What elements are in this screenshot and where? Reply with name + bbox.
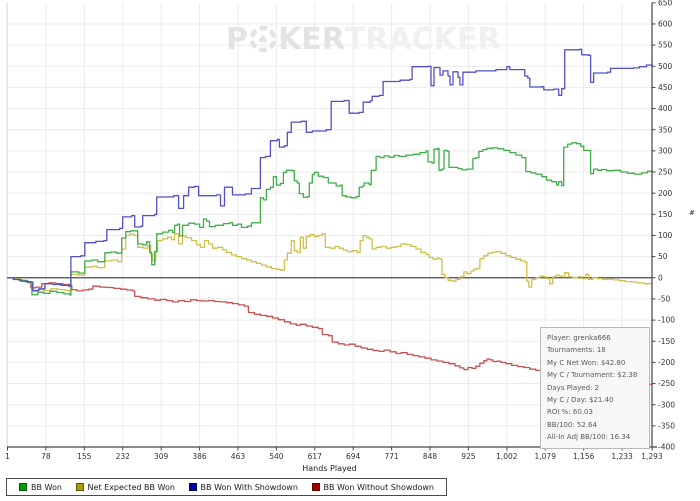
svg-text:463: 463 (231, 452, 246, 461)
svg-text:1,233: 1,233 (611, 452, 633, 461)
svg-text:1: 1 (5, 452, 10, 461)
svg-text:150: 150 (658, 210, 673, 219)
stat-tournaments: Tournaments: 18 (547, 346, 606, 355)
legend-item-bb-won-without-showdown: BB Won Without Showdown (311, 482, 434, 492)
stat-days-played: Days Played: 2 (547, 383, 600, 392)
legend-item-bb-won-with-showdown: BB Won With Showdown (188, 482, 298, 492)
svg-text:925: 925 (461, 452, 476, 461)
legend-label: BB Won With Showdown (200, 482, 298, 492)
svg-text:100: 100 (658, 231, 673, 240)
svg-text:771: 771 (384, 452, 399, 461)
svg-text:200: 200 (658, 189, 673, 198)
chart-legend: BB Won Net Expected BB Won BB Won With S… (6, 478, 447, 496)
svg-text:1,079: 1,079 (535, 452, 557, 461)
svg-text:78: 78 (41, 452, 51, 461)
svg-text:-250: -250 (658, 379, 675, 388)
stat-roi: ROI %: 60.03 (547, 408, 593, 417)
legend-swatch-olive (75, 483, 84, 491)
svg-text:-50: -50 (658, 295, 670, 304)
svg-text:309: 309 (154, 452, 169, 461)
stat-net-won: My C Net Won: $42.80 (547, 358, 626, 367)
svg-text:1,002: 1,002 (496, 452, 518, 461)
legend-label: BB Won Without Showdown (323, 482, 434, 492)
svg-text:-400: -400 (658, 443, 675, 452)
svg-text:848: 848 (423, 452, 438, 461)
legend-item-net-expected-bb-won: Net Expected BB Won (75, 482, 175, 492)
svg-text:250: 250 (658, 168, 673, 177)
svg-text:50: 50 (658, 252, 668, 261)
svg-text:-150: -150 (658, 337, 675, 346)
legend-item-bb-won: BB Won (19, 483, 62, 492)
svg-text:155: 155 (77, 452, 92, 461)
svg-text:-350: -350 (658, 421, 675, 430)
svg-text:1,293: 1,293 (641, 452, 663, 461)
svg-text:300: 300 (658, 146, 673, 155)
svg-text:1,156: 1,156 (573, 452, 595, 461)
legend-label: Net Expected BB Won (87, 482, 175, 492)
svg-text:540: 540 (269, 452, 284, 461)
stat-allin-adj-bb100: All-In Adj BB/100: 16.34 (547, 433, 631, 442)
svg-text:617: 617 (308, 452, 323, 461)
svg-text:-200: -200 (658, 358, 675, 367)
player-stats-info-box: Player: grenka666 Tournaments: 18 My C N… (540, 327, 650, 449)
svg-text:232: 232 (116, 452, 131, 461)
legend-swatch-green (19, 483, 27, 491)
svg-text:400: 400 (658, 104, 673, 113)
svg-text:450: 450 (658, 83, 673, 92)
svg-text:#: # (689, 209, 695, 217)
svg-text:Hands Played: Hands Played (302, 464, 356, 473)
svg-text:-300: -300 (658, 400, 675, 409)
svg-text:694: 694 (346, 452, 361, 461)
stat-per-day: My C / Day: $21.40 (547, 396, 614, 405)
legend-swatch-red (311, 483, 320, 491)
svg-text:0: 0 (658, 273, 663, 282)
stat-per-tournament: My C / Tournament: $2.38 (547, 371, 638, 380)
svg-text:386: 386 (192, 452, 207, 461)
svg-text:650: 650 (658, 0, 673, 7)
stat-bb100: BB/100: 52.64 (547, 420, 597, 429)
svg-text:-100: -100 (658, 316, 675, 325)
stat-player: Player: grenka666 (547, 334, 611, 342)
legend-swatch-blue (188, 483, 197, 491)
svg-text:350: 350 (658, 125, 673, 134)
legend-label: BB Won (31, 482, 62, 492)
svg-text:500: 500 (658, 62, 673, 71)
svg-text:600: 600 (658, 20, 673, 29)
svg-text:550: 550 (658, 41, 673, 50)
